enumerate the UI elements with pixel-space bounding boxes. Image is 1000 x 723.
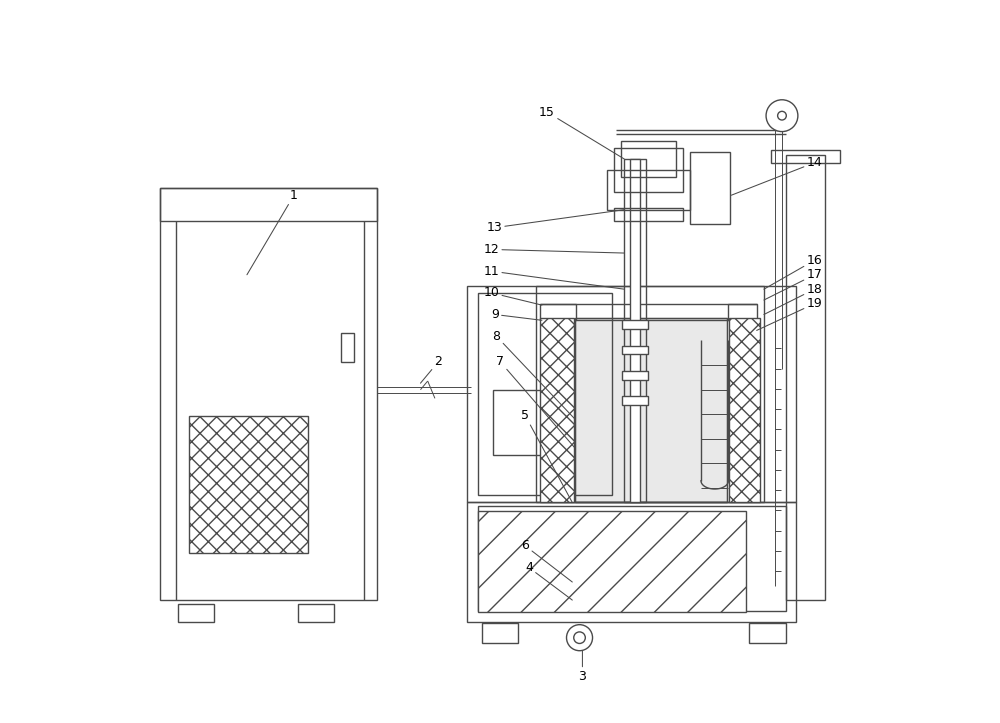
Text: 7: 7 [496, 355, 575, 448]
Bar [493, 390, 565, 455]
Bar [690, 152, 730, 224]
Bar [607, 170, 690, 210]
Bar [728, 304, 757, 320]
Bar [341, 333, 354, 362]
Bar [478, 506, 786, 611]
Bar [467, 286, 796, 502]
Bar [622, 371, 648, 380]
Bar [298, 604, 334, 622]
Bar [614, 148, 683, 192]
Bar [786, 155, 825, 600]
Circle shape [778, 111, 786, 120]
Bar [160, 188, 377, 600]
Bar [575, 318, 727, 502]
Text: 15: 15 [539, 106, 624, 159]
Circle shape [574, 632, 585, 643]
Bar [478, 511, 746, 612]
Text: 3: 3 [578, 651, 586, 683]
Bar [536, 286, 764, 502]
Bar [614, 208, 683, 221]
Bar [467, 502, 796, 622]
Text: 13: 13 [486, 210, 624, 234]
Bar [729, 318, 760, 502]
Text: 8: 8 [492, 330, 575, 419]
Text: 14: 14 [731, 156, 822, 195]
Bar [482, 623, 518, 643]
Circle shape [567, 625, 593, 651]
Bar [621, 141, 676, 177]
Bar [630, 159, 640, 502]
Text: 5: 5 [521, 409, 572, 502]
Text: 18: 18 [764, 283, 822, 315]
Bar [749, 623, 786, 643]
Text: 6: 6 [521, 539, 572, 582]
Text: 12: 12 [483, 243, 624, 256]
Text: 19: 19 [757, 297, 822, 330]
Text: 9: 9 [491, 308, 542, 321]
Bar [771, 150, 840, 163]
Bar [622, 346, 648, 354]
Bar [540, 318, 574, 502]
Text: 16: 16 [764, 254, 822, 289]
Bar [622, 320, 648, 329]
Bar [178, 604, 214, 622]
Bar [575, 318, 727, 502]
Text: 11: 11 [483, 265, 624, 289]
Bar [624, 159, 646, 502]
Circle shape [766, 100, 798, 132]
Bar [540, 304, 576, 320]
Text: 2: 2 [420, 355, 442, 383]
Bar [622, 396, 648, 405]
Text: 4: 4 [525, 561, 572, 600]
Bar [160, 188, 377, 221]
Bar [478, 293, 612, 495]
Text: 1: 1 [247, 189, 298, 275]
Text: 10: 10 [483, 286, 542, 305]
Bar [189, 416, 308, 553]
Text: 17: 17 [764, 268, 822, 300]
